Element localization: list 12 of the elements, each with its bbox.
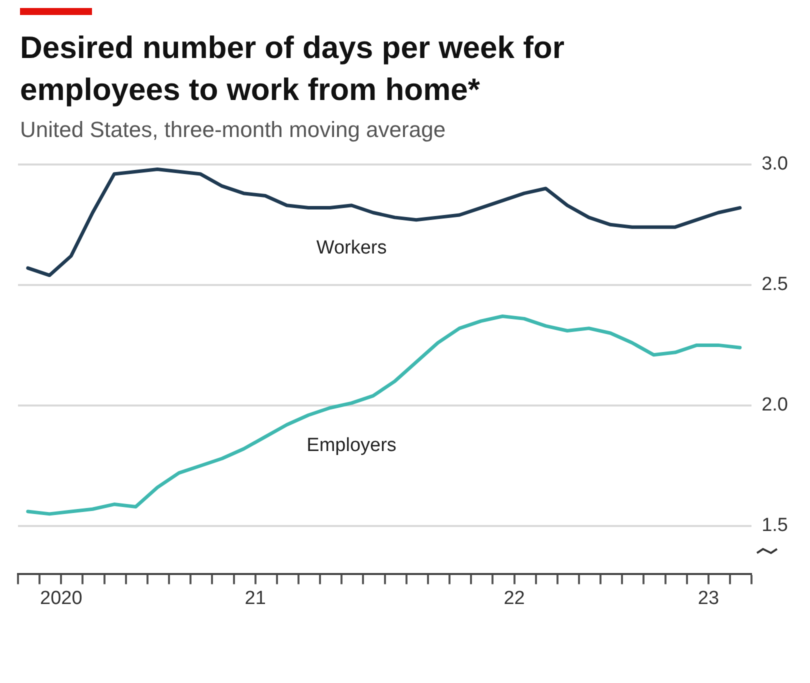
x-tick-label: 21 xyxy=(244,588,266,609)
chart-subtitle: United States, three-month moving average xyxy=(20,117,447,143)
chart-title: Desired number of days per week for employees to work from home* xyxy=(20,29,566,109)
series-label: Workers xyxy=(316,237,387,258)
y-tick-label: 3.0 xyxy=(762,154,788,175)
x-tick-label: 22 xyxy=(504,588,525,609)
x-tick-label: 23 xyxy=(698,588,720,609)
y-tick-label: 1.5 xyxy=(762,515,788,536)
x-tick-label: 2020 xyxy=(40,588,82,609)
series-label: Employers xyxy=(306,435,396,456)
y-tick-label: 2.0 xyxy=(762,394,788,416)
y-tick-label: 2.5 xyxy=(762,274,788,296)
